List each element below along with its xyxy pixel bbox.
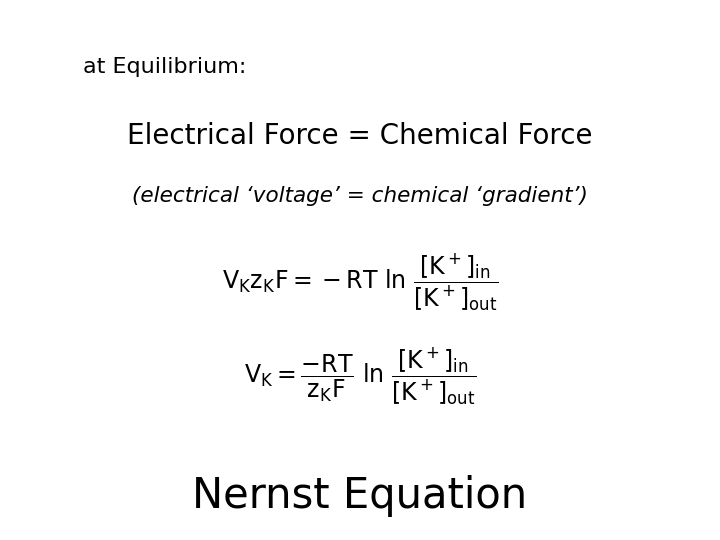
Text: $\mathrm{V_K = \dfrac{-RT}{z_K F}\ ln\ \dfrac{[K^+]_{in}}{[K^+]_{out}}}$: $\mathrm{V_K = \dfrac{-RT}{z_K F}\ ln\ \… <box>243 346 477 407</box>
Text: $\mathrm{V_K z_K F = -RT\ ln\ }\dfrac{\mathrm{[K^+]_{in}}}{\mathrm{[K^+]_{out}}}: $\mathrm{V_K z_K F = -RT\ ln\ }\dfrac{\m… <box>222 251 498 313</box>
Text: Nernst Equation: Nernst Equation <box>192 475 528 517</box>
Text: (electrical ‘voltage’ = chemical ‘gradient’): (electrical ‘voltage’ = chemical ‘gradie… <box>132 186 588 206</box>
Text: at Equilibrium:: at Equilibrium: <box>83 57 246 77</box>
Text: Electrical Force = Chemical Force: Electrical Force = Chemical Force <box>127 122 593 150</box>
